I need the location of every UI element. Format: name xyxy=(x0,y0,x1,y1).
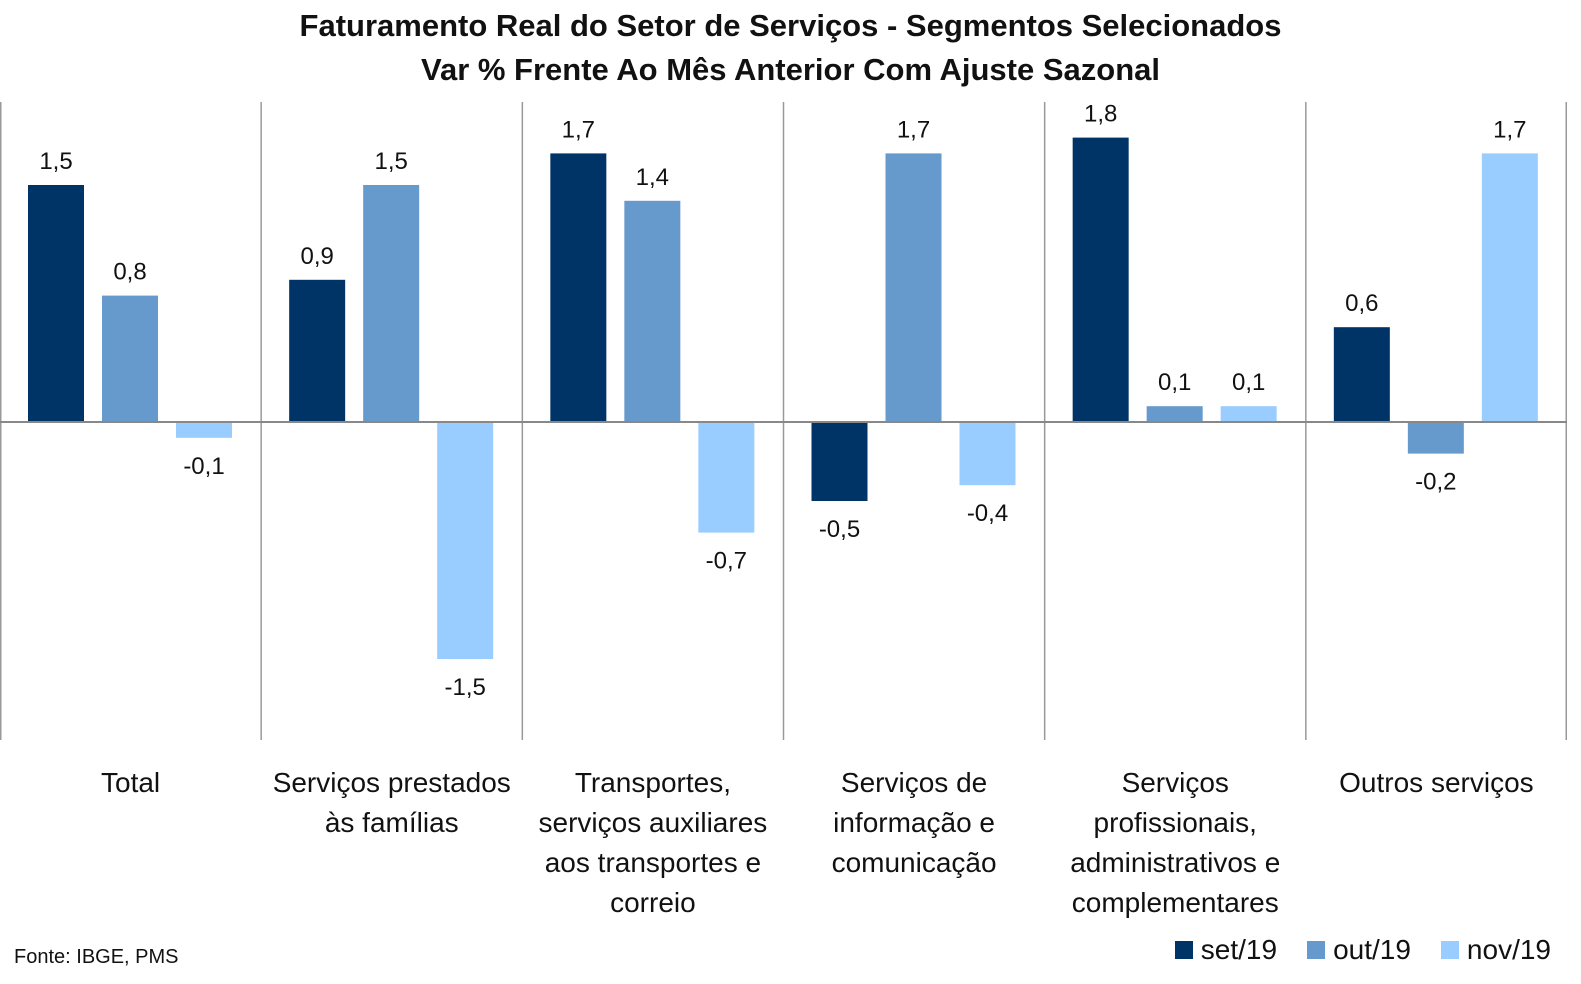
category-label: serviços auxiliares xyxy=(539,807,768,838)
legend-swatch xyxy=(1440,941,1459,959)
bar xyxy=(363,185,420,422)
data-label: -0,5 xyxy=(819,516,860,543)
bar xyxy=(811,422,868,501)
data-label: 1,5 xyxy=(39,148,72,175)
bar xyxy=(1481,153,1538,422)
category-label: administrativos e xyxy=(1070,847,1280,878)
category-label: Serviços prestados xyxy=(273,767,511,798)
legend-item-set19: set/19 xyxy=(1174,934,1278,966)
category-label: comunicação xyxy=(832,847,997,878)
data-label: -0,1 xyxy=(183,453,224,480)
legend-label: nov/19 xyxy=(1466,934,1551,965)
source-note: Fonte: IBGE, PMS xyxy=(14,946,179,968)
bar xyxy=(624,200,681,422)
data-label: 0,1 xyxy=(1232,369,1265,396)
category-label: correio xyxy=(610,887,696,918)
category-label: Total xyxy=(101,767,160,798)
legend-swatch xyxy=(1307,941,1326,959)
category-label: Outros serviços xyxy=(1339,767,1534,798)
bar xyxy=(959,422,1016,486)
legend-item-nov19: nov/19 xyxy=(1440,934,1551,966)
data-label: 0,9 xyxy=(300,243,333,270)
category-label: Serviços de xyxy=(841,767,987,798)
bar xyxy=(1407,422,1464,454)
bar xyxy=(698,422,755,533)
data-label: 1,4 xyxy=(636,164,669,191)
data-label: 0,6 xyxy=(1345,290,1378,317)
category-label: Transportes, xyxy=(575,767,731,798)
category-label: informação e xyxy=(833,807,995,838)
data-label: 1,7 xyxy=(562,116,595,143)
data-label: -0,4 xyxy=(967,500,1008,527)
data-label: 1,8 xyxy=(1084,101,1117,128)
bar xyxy=(885,153,942,422)
bar xyxy=(1333,327,1390,422)
category-label: aos transportes e xyxy=(545,847,761,878)
data-label: 0,1 xyxy=(1158,369,1191,396)
category-label: profissionais, xyxy=(1094,807,1257,838)
bar xyxy=(437,422,494,659)
legend-swatch xyxy=(1174,941,1193,959)
data-label: 1,7 xyxy=(1493,116,1526,143)
data-label: -1,5 xyxy=(444,674,485,701)
category-label: complementares xyxy=(1072,887,1279,918)
bar xyxy=(289,279,346,422)
chart-title: Faturamento Real do Setor de Serviços - … xyxy=(299,8,1282,43)
bar xyxy=(176,422,232,438)
category-label: Serviços xyxy=(1122,767,1229,798)
legend: set/19 out/19 nov/19 xyxy=(1174,934,1551,966)
data-label: -0,7 xyxy=(706,548,747,575)
legend-label: set/19 xyxy=(1200,934,1278,965)
data-label: 1,5 xyxy=(374,148,407,175)
legend-item-out19: out/19 xyxy=(1307,934,1411,966)
bar xyxy=(1072,137,1129,422)
chart-subtitle: Var % Frente Ao Mês Anterior Com Ajuste … xyxy=(421,52,1160,87)
bar xyxy=(1146,406,1203,422)
bar xyxy=(102,295,158,422)
legend-label: out/19 xyxy=(1333,934,1411,965)
bar xyxy=(550,153,607,422)
data-label: 0,8 xyxy=(113,259,146,286)
category-label: às famílias xyxy=(325,807,459,838)
bar xyxy=(28,185,84,422)
data-label: -0,2 xyxy=(1415,469,1456,496)
data-label: 1,7 xyxy=(897,116,930,143)
bar xyxy=(1220,406,1277,422)
